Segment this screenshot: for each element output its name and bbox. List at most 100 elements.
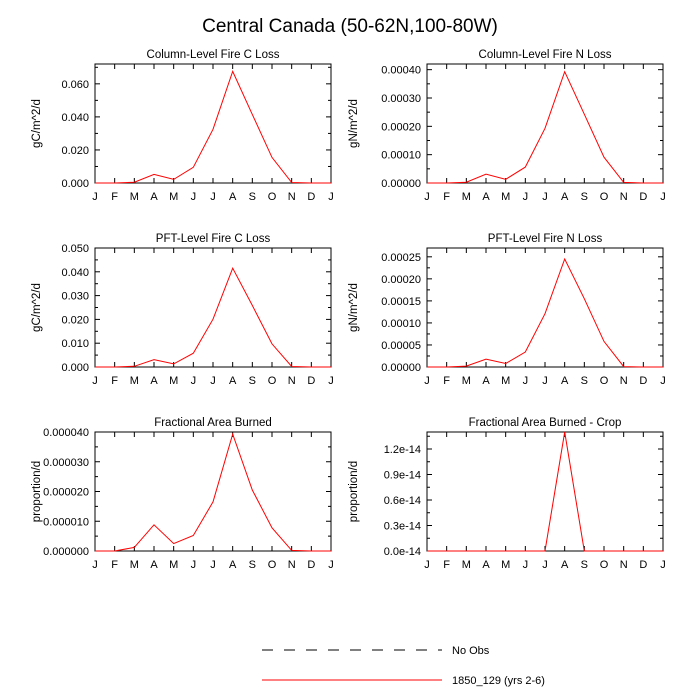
y-tick-label: 0.040 — [61, 267, 89, 279]
x-tick-label: M — [169, 375, 178, 387]
y-tick-label: 0.00030 — [381, 93, 421, 105]
y-tick-label: 0.00040 — [381, 65, 421, 77]
x-tick-label: S — [581, 559, 588, 571]
x-tick-label: N — [620, 375, 628, 387]
x-tick-label: M — [501, 559, 510, 571]
y-tick-label: 0.000 — [61, 178, 89, 190]
x-tick-label: M — [501, 375, 510, 387]
x-tick-label: A — [561, 375, 569, 387]
x-tick-label: J — [328, 375, 334, 387]
y-tick-label: 0.6e-14 — [384, 495, 421, 507]
x-tick-label: S — [249, 559, 256, 571]
y-tick-label: 0.000010 — [43, 516, 89, 528]
y-tick-label: 0.020 — [61, 314, 89, 326]
x-tick-label: D — [307, 191, 315, 203]
x-tick-label: A — [482, 191, 490, 203]
x-tick-label: J — [542, 191, 548, 203]
series-line-1 — [427, 431, 663, 552]
x-tick-label: N — [288, 559, 296, 571]
x-tick-label: J — [424, 375, 430, 387]
y-tick-label: 0.00000 — [381, 362, 421, 374]
x-tick-label: D — [307, 559, 315, 571]
y-tick-label: 0.00020 — [381, 274, 421, 286]
y-axis-label: proportion/d — [348, 461, 360, 522]
x-tick-label: J — [191, 191, 197, 203]
plot-frame — [426, 63, 664, 184]
x-tick-label: J — [660, 191, 666, 203]
x-tick-label: A — [229, 375, 237, 387]
series-line-1 — [95, 70, 331, 184]
plot-frame — [94, 63, 332, 184]
x-tick-label: M — [169, 191, 178, 203]
x-tick-label: A — [150, 191, 158, 203]
panel-title: PFT-Level Fire N Loss — [488, 233, 603, 245]
x-tick-label: F — [111, 375, 118, 387]
x-tick-label: M — [462, 191, 471, 203]
x-tick-label: A — [482, 375, 490, 387]
y-tick-label: 0.3e-14 — [384, 521, 421, 533]
x-tick-label: D — [639, 191, 647, 203]
x-tick-label: M — [501, 191, 510, 203]
x-tick-label: S — [249, 375, 256, 387]
series-line-1 — [95, 432, 331, 552]
figure-title: Central Canada (50-62N,100-80W) — [202, 16, 498, 37]
x-tick-label: J — [210, 559, 216, 571]
x-tick-label: A — [150, 559, 158, 571]
x-tick-label: D — [639, 375, 647, 387]
x-tick-label: J — [542, 375, 548, 387]
y-tick-label: 0.9e-14 — [384, 470, 421, 482]
y-tick-label: 0.0e-14 — [384, 546, 421, 558]
x-tick-label: O — [600, 375, 609, 387]
x-tick-label: J — [542, 559, 548, 571]
y-axis-label: gN/m^2/d — [348, 99, 360, 148]
x-tick-label: D — [307, 375, 315, 387]
x-tick-label: J — [328, 559, 334, 571]
x-tick-label: F — [111, 191, 118, 203]
y-tick-label: 0.00025 — [381, 252, 421, 264]
x-tick-label: A — [150, 375, 158, 387]
panel-title: Fractional Area Burned - Crop — [469, 417, 622, 429]
x-tick-label: J — [660, 375, 666, 387]
panel-title: Fractional Area Burned — [154, 417, 272, 429]
x-tick-label: J — [660, 559, 666, 571]
y-tick-label: 0.040 — [61, 112, 89, 124]
plot-frame — [94, 247, 332, 368]
x-tick-label: J — [92, 559, 98, 571]
panel-title: Column-Level Fire C Loss — [147, 49, 280, 61]
x-tick-label: J — [191, 375, 197, 387]
y-tick-label: 0.00020 — [381, 121, 421, 133]
y-tick-label: 0.000040 — [43, 427, 89, 439]
x-tick-label: J — [328, 191, 334, 203]
x-tick-label: N — [288, 191, 296, 203]
x-tick-label: M — [462, 559, 471, 571]
x-tick-label: M — [130, 191, 139, 203]
x-tick-label: S — [249, 191, 256, 203]
y-tick-label: 0.030 — [61, 291, 89, 303]
x-tick-label: F — [443, 375, 450, 387]
x-tick-label: A — [561, 559, 569, 571]
plot-frame — [94, 431, 332, 552]
y-tick-label: 0.060 — [61, 79, 89, 91]
y-tick-label: 0.050 — [61, 243, 89, 255]
x-tick-label: O — [600, 559, 609, 571]
y-tick-label: 0.00015 — [381, 296, 421, 308]
panel-title: PFT-Level Fire C Loss — [156, 233, 271, 245]
series-line-1 — [427, 70, 663, 184]
y-tick-label: 0.000 — [61, 362, 89, 374]
y-axis-label: gC/m^2/d — [31, 99, 43, 148]
legend: No Obs 1850_129 (yrs 2-6) — [262, 645, 545, 687]
x-tick-label: A — [482, 559, 490, 571]
x-tick-label: F — [443, 559, 450, 571]
legend-label-no-obs: No Obs — [452, 645, 490, 657]
y-tick-label: 0.020 — [61, 145, 89, 157]
x-tick-label: O — [268, 191, 277, 203]
x-tick-label: F — [443, 191, 450, 203]
x-tick-label: J — [191, 559, 197, 571]
x-tick-label: J — [523, 191, 529, 203]
x-tick-label: F — [111, 559, 118, 571]
